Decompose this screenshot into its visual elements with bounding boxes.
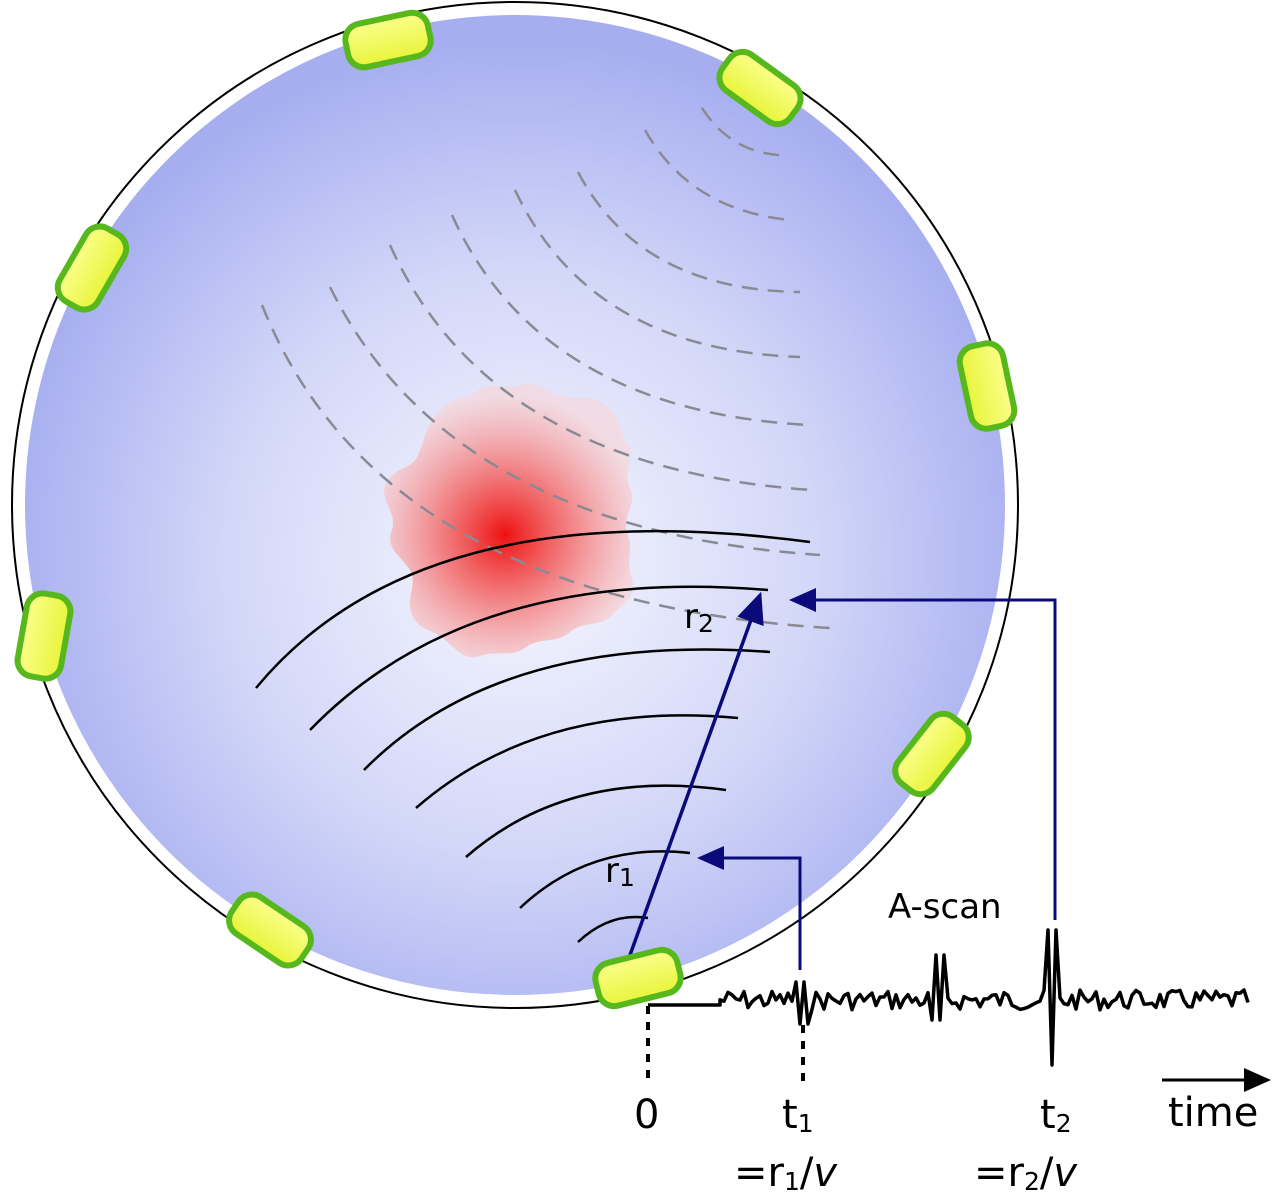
t2-arrow — [789, 588, 1057, 920]
t2-equation: =r2/v — [974, 1150, 1078, 1194]
t1-label: t1 — [782, 1092, 814, 1138]
t1-arrow — [697, 846, 802, 970]
transducer-icon — [956, 340, 1018, 432]
tumor-absorber — [384, 383, 634, 658]
r2-label: r2 — [684, 597, 714, 638]
dashed-wavefronts — [260, 107, 831, 630]
transducer-icon — [892, 710, 972, 798]
r1-label: r1 — [605, 851, 635, 892]
transducer-icon — [54, 223, 130, 313]
time-markers — [646, 1006, 805, 1082]
time-label: time — [1168, 1090, 1258, 1136]
a-scan-signal — [648, 928, 1250, 1067]
transducer-icon — [342, 9, 434, 71]
r2-line — [628, 591, 764, 956]
t2-label: t2 — [1040, 1092, 1072, 1138]
transducer-icon — [592, 946, 684, 1010]
t0-label: 0 — [634, 1092, 659, 1138]
transducer-icon — [226, 891, 314, 969]
t1-equation: =r1/v — [734, 1150, 838, 1194]
transducer-icon — [716, 48, 804, 128]
transducer-icon — [14, 590, 74, 682]
a-scan-label: A-scan — [888, 887, 1002, 927]
